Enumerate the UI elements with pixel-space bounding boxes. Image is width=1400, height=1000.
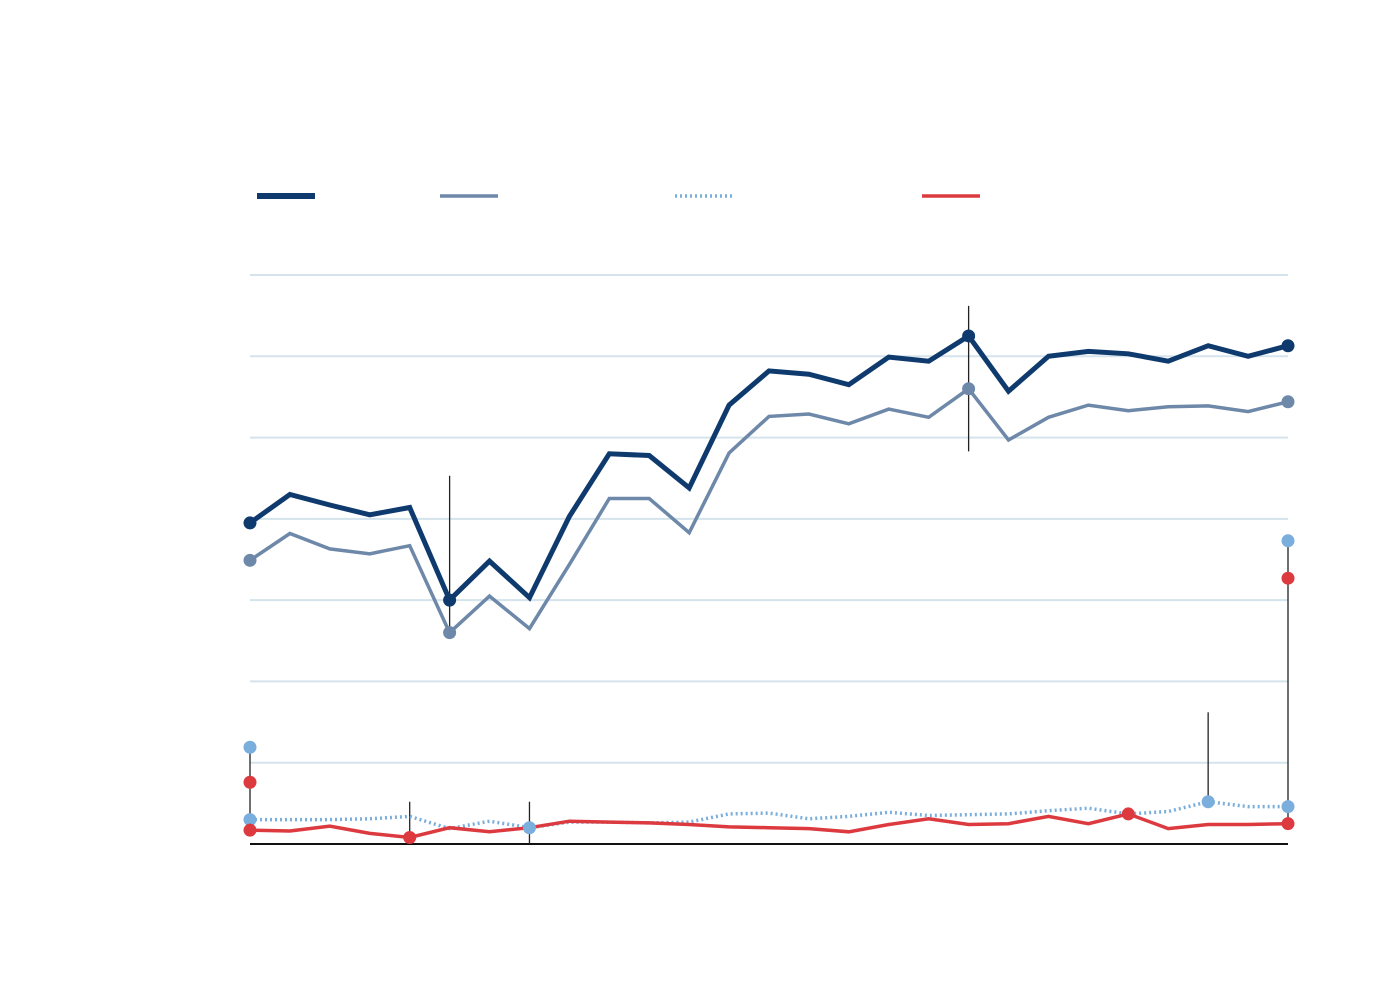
series-markers — [243, 329, 1295, 844]
data-point-series-4 — [243, 775, 257, 789]
data-point-series-2 — [1281, 395, 1295, 409]
data-point-series-4 — [1281, 571, 1295, 585]
series-line-series-3 — [250, 799, 1288, 831]
data-point-series-3 — [243, 740, 257, 754]
data-point-series-1 — [243, 516, 257, 530]
data-point-series-4 — [1281, 817, 1295, 831]
data-point-series-2 — [243, 553, 257, 567]
data-point-series-3 — [1281, 800, 1295, 814]
data-point-series-4 — [403, 830, 417, 844]
series-line-series-2 — [249, 386, 1289, 636]
data-point-series-3 — [243, 813, 257, 827]
data-point-series-4 — [243, 823, 257, 837]
data-point-series-3 — [1201, 795, 1215, 809]
series-lines — [248, 332, 1289, 840]
data-point-series-3 — [1281, 534, 1295, 548]
series-line-series-1 — [248, 332, 1289, 605]
data-point-series-3 — [522, 821, 536, 835]
data-point-series-1 — [962, 329, 976, 343]
series-line-series-4 — [249, 812, 1289, 840]
data-point-series-4 — [1121, 807, 1135, 821]
data-point-series-2 — [443, 626, 457, 640]
data-point-series-2 — [962, 382, 976, 396]
grid — [250, 274, 1288, 764]
data-point-series-1 — [443, 593, 457, 607]
data-point-series-1 — [1281, 339, 1295, 353]
